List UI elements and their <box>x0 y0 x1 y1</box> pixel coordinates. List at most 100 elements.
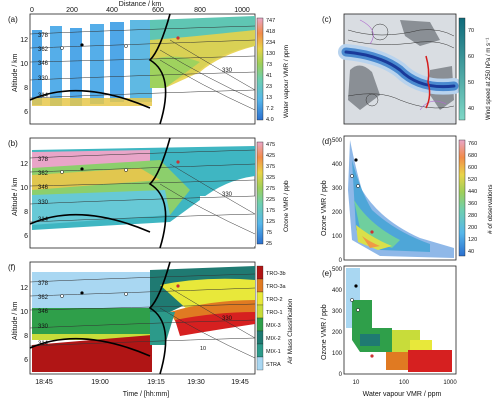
ozone-tick: 500 <box>332 138 343 144</box>
panel-d-colorbar <box>458 139 466 257</box>
altitude-tick: 10 <box>20 185 28 192</box>
theta-label: 330 <box>222 316 233 322</box>
cbar-tick: 130 <box>266 51 275 57</box>
ozone-tick: 200 <box>332 210 343 216</box>
theta-label: 378 <box>38 157 49 163</box>
ozone-tick: 300 <box>332 186 343 192</box>
panel-d-ylabel: Ozone VMR / ppb <box>321 180 328 236</box>
panel-a-curtain <box>32 16 255 106</box>
cbar-tick: 600 <box>468 165 477 171</box>
altitude-tick: 10 <box>20 61 28 68</box>
panel-b-ylabel: Altitude / km <box>12 177 19 216</box>
class-label: MIX-1 <box>266 349 281 355</box>
theta-label: 378 <box>38 33 49 39</box>
panel-a-tropopause <box>29 89 151 109</box>
panel-d-cbar-ticks: 760 680 600 520 440 360 280 200 120 40 <box>468 141 477 255</box>
cbar-tick: 60 <box>468 54 474 60</box>
panel-e-regions <box>346 268 452 372</box>
panel-a-markers <box>60 36 180 50</box>
panel-e-xlabel: Water vapour VMR / ppm <box>363 391 442 398</box>
theta-label: 378 <box>38 281 49 287</box>
time-tick: 19:15 <box>147 379 165 386</box>
ozone-tick: 0 <box>339 372 343 378</box>
cbar-tick: 680 <box>468 153 477 159</box>
panel-a-cbar-label: Water vapour VMR / ppm <box>283 45 290 118</box>
panel-f-tag: (f) <box>8 263 16 272</box>
theta-label: 314 <box>38 93 49 99</box>
panel-d: (d) Ozone VMR / ppb 0 100 200 300 400 50… <box>321 135 494 264</box>
distance-axis-label: Distance / km <box>119 1 162 8</box>
altitude-tick: 8 <box>24 209 28 216</box>
panel-f-markers <box>60 284 180 298</box>
class-label: MIX-2 <box>266 336 281 342</box>
class-label: TRO-3a <box>266 284 287 290</box>
cbar-tick: 520 <box>468 177 477 183</box>
panel-b-cbar-label: Ozone VMR / ppb <box>283 180 290 232</box>
panel-d-cbar-label: # of observations <box>487 184 494 234</box>
panel-d-density <box>348 140 454 258</box>
ozone-tick: 100 <box>332 234 343 240</box>
panel-a-pv-front <box>148 13 171 125</box>
panel-a-colorbar <box>256 17 264 121</box>
panel-b-tag: (b) <box>8 139 18 148</box>
altitude-tick: 6 <box>24 109 28 116</box>
cbar-tick: 200 <box>468 225 477 231</box>
panel-f-pv-front <box>148 261 171 375</box>
cbar-tick: 275 <box>266 186 275 192</box>
cbar-tick: 25 <box>266 241 272 247</box>
panel-b-curtain <box>32 146 255 246</box>
theta-label: 330 <box>222 192 233 198</box>
theta-label: 330 <box>38 76 49 82</box>
panel-c-jet <box>338 44 462 95</box>
theta-label: 362 <box>38 171 49 177</box>
panel-c-cbar-ticks: 70 60 50 40 <box>468 28 474 112</box>
cbar-tick: 225 <box>266 197 275 203</box>
class-label: TRO-2 <box>266 297 283 303</box>
time-axis: 18:45 19:00 19:15 19:30 19:45 Time / [hh… <box>35 379 249 398</box>
distance-tick: 1000 <box>234 7 250 14</box>
time-tick: 19:00 <box>91 379 109 386</box>
ozone-tick: 500 <box>332 267 343 273</box>
class-label: TRO-3b <box>266 271 286 277</box>
panel-f-curtain <box>32 266 255 372</box>
class-label: STRA <box>266 362 281 368</box>
distance-axis: Distance / km 0 200 400 600 800 1000 <box>30 1 250 14</box>
cbar-tick: 375 <box>266 164 275 170</box>
distance-tick: 200 <box>66 7 78 14</box>
altitude-tick: 8 <box>24 85 28 92</box>
cbar-tick: 75 <box>266 230 272 236</box>
panel-b: 378 362 346 330 314 330 (b) Altitude / k… <box>8 137 290 249</box>
altitude-tick: 12 <box>20 161 28 168</box>
panel-a-cbar-ticks: 747 418 234 130 73 41 23 13 7.2 4.0 <box>266 18 275 123</box>
theta-label: 314 <box>38 341 49 347</box>
cbar-tick: 41 <box>266 73 272 79</box>
panel-e-yticks: 0 100 200 300 400 500 <box>332 267 343 378</box>
cbar-tick: 7.2 <box>266 106 274 112</box>
h2o-tick: 100 <box>399 380 410 386</box>
distance-tick: 400 <box>106 7 118 14</box>
altitude-tick: 12 <box>20 285 28 292</box>
panel-c-tag: (c) <box>322 15 332 24</box>
panel-d-tag: (d) <box>322 137 332 146</box>
panel-c-land <box>348 20 454 110</box>
flight-track <box>425 55 431 109</box>
panel-b-isentropes <box>29 149 256 235</box>
class-label: MIX-3 <box>266 323 281 329</box>
panel-b-tropopause <box>29 213 151 233</box>
altitude-tick: 6 <box>24 233 28 240</box>
cbar-tick: 120 <box>468 237 477 243</box>
cbar-tick: 360 <box>468 201 477 207</box>
panel-f-cbar-label: Air Mass Classification <box>287 298 294 364</box>
panel-e: (e) Ozone VMR / ppb 0 100 200 300 400 50… <box>321 265 457 398</box>
ozone-tick: 300 <box>332 309 343 315</box>
panel-a-yticks: 6 8 10 12 <box>20 37 28 116</box>
cbar-tick: 125 <box>266 219 275 225</box>
h2o-tick: 1000 <box>443 380 457 386</box>
panel-b-yticks: 6 8 10 12 <box>20 161 28 240</box>
theta-label: 362 <box>38 295 49 301</box>
panel-c-colorbar <box>458 17 466 121</box>
panel-e-markers <box>350 284 374 358</box>
cbar-tick: 747 <box>266 18 275 24</box>
ozone-tick: 100 <box>332 351 343 357</box>
